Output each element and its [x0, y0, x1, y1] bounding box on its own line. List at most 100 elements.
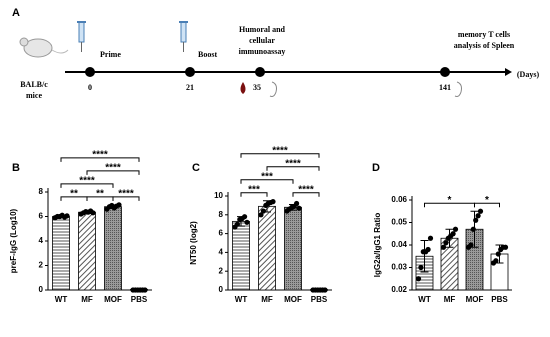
event-label: cellular [249, 36, 275, 45]
panel-label: D [372, 162, 380, 174]
y-tick-label: 10 [214, 191, 223, 200]
y-tick-label: 2 [39, 261, 44, 270]
y-axis-label: NT50 (log2) [189, 221, 198, 265]
significance-bracket [266, 166, 320, 171]
timeline-dot [255, 67, 265, 77]
timeline-dot [85, 67, 95, 77]
significance-label: **** [92, 150, 108, 161]
mouse-icon [19, 37, 69, 58]
syringe-icon [77, 21, 86, 52]
significance-bracket [474, 202, 500, 208]
data-point [294, 200, 300, 207]
significance-bracket [240, 192, 268, 197]
significance-bracket [240, 153, 320, 158]
data-point [477, 208, 484, 214]
event-label: Boost [198, 50, 217, 59]
significance-label: **** [105, 163, 121, 174]
day-label: 35 [253, 83, 261, 92]
data-point [452, 226, 459, 232]
timeline-dot [440, 67, 450, 77]
x-tick-label: MOF [284, 295, 302, 304]
data-point [64, 213, 70, 219]
data-point [234, 221, 240, 227]
bar [232, 220, 250, 291]
data-point [260, 208, 266, 214]
x-tick-label: WT [55, 295, 68, 304]
y-tick-label: 0.02 [391, 285, 407, 294]
y-tick-label: 0.04 [391, 240, 407, 249]
significance-label: **** [118, 189, 134, 200]
event-label: analysis of Spleen [454, 41, 515, 50]
y-tick-label: 8 [39, 187, 44, 196]
timeline-events: 0 Prime 21 Boost 35 Humoral and cellular immuno… [85, 25, 515, 92]
significance-bracket [292, 192, 320, 197]
data-point [142, 287, 148, 293]
y-tick-label: 4 [219, 248, 224, 257]
data-point [470, 226, 476, 232]
data-point [90, 210, 96, 216]
x-tick-label: MF [444, 295, 456, 304]
x-tick-label: WT [418, 295, 431, 304]
bar [104, 206, 122, 291]
significance-label: **** [285, 158, 301, 169]
x-tick-label: PBS [311, 295, 328, 304]
y-tick-label: 0.06 [391, 195, 407, 204]
data-point [495, 251, 501, 257]
significance-bracket [60, 157, 140, 162]
data-point [450, 231, 456, 237]
x-tick-label: MOF [104, 295, 122, 304]
data-point [502, 244, 509, 250]
y-axis-label: preF-IgG (Log10) [9, 208, 18, 273]
subject-label: mice [26, 91, 42, 100]
timeline-dot [185, 67, 195, 77]
y-tick-label: 6 [219, 229, 224, 238]
data-point [427, 235, 434, 241]
significance-bracket [86, 170, 140, 175]
y-tick-label: 4 [39, 236, 44, 245]
x-tick-label: MF [81, 295, 93, 304]
data-point [258, 212, 264, 218]
bar [284, 206, 302, 291]
event-label: Humoral and [239, 25, 286, 34]
data-point [116, 202, 122, 208]
day-label: 141 [439, 83, 451, 92]
significance-label: **** [79, 176, 95, 187]
x-tick-label: PBS [491, 295, 508, 304]
significance-label: *** [248, 184, 260, 195]
timeline-arrow [505, 68, 512, 76]
event-label: immunoassay [239, 47, 286, 56]
data-point [425, 246, 431, 253]
significance-label: **** [272, 145, 288, 156]
bar [78, 211, 96, 291]
data-point [473, 217, 479, 223]
data-point [270, 199, 276, 205]
data-point [242, 214, 248, 220]
data-point [443, 240, 449, 246]
data-point [296, 205, 302, 211]
data-point [418, 264, 424, 271]
x-tick-label: MF [261, 295, 273, 304]
data-point [415, 276, 422, 282]
significance-label: ** [70, 189, 78, 200]
spleen-icon [269, 81, 277, 97]
data-point [468, 242, 474, 248]
event-label: memory T cells [458, 30, 510, 39]
y-axis-label: IgG2a/IgG1 Ratio [373, 213, 382, 278]
bar [258, 205, 276, 291]
spleen-icon [454, 81, 462, 97]
data-point [440, 244, 447, 250]
y-tick-label: 2 [219, 266, 224, 275]
significance-label: * [485, 195, 489, 206]
subject-label: BALB/c [20, 80, 48, 89]
y-tick-label: 0.05 [391, 218, 407, 227]
significance-label: ** [96, 189, 104, 200]
x-tick-label: PBS [131, 295, 148, 304]
significance-label: *** [261, 171, 273, 182]
day-label: 21 [186, 83, 194, 92]
panel-label: A [12, 7, 20, 19]
panel-label: C [192, 162, 200, 174]
data-point [322, 287, 328, 293]
data-point [493, 258, 499, 264]
